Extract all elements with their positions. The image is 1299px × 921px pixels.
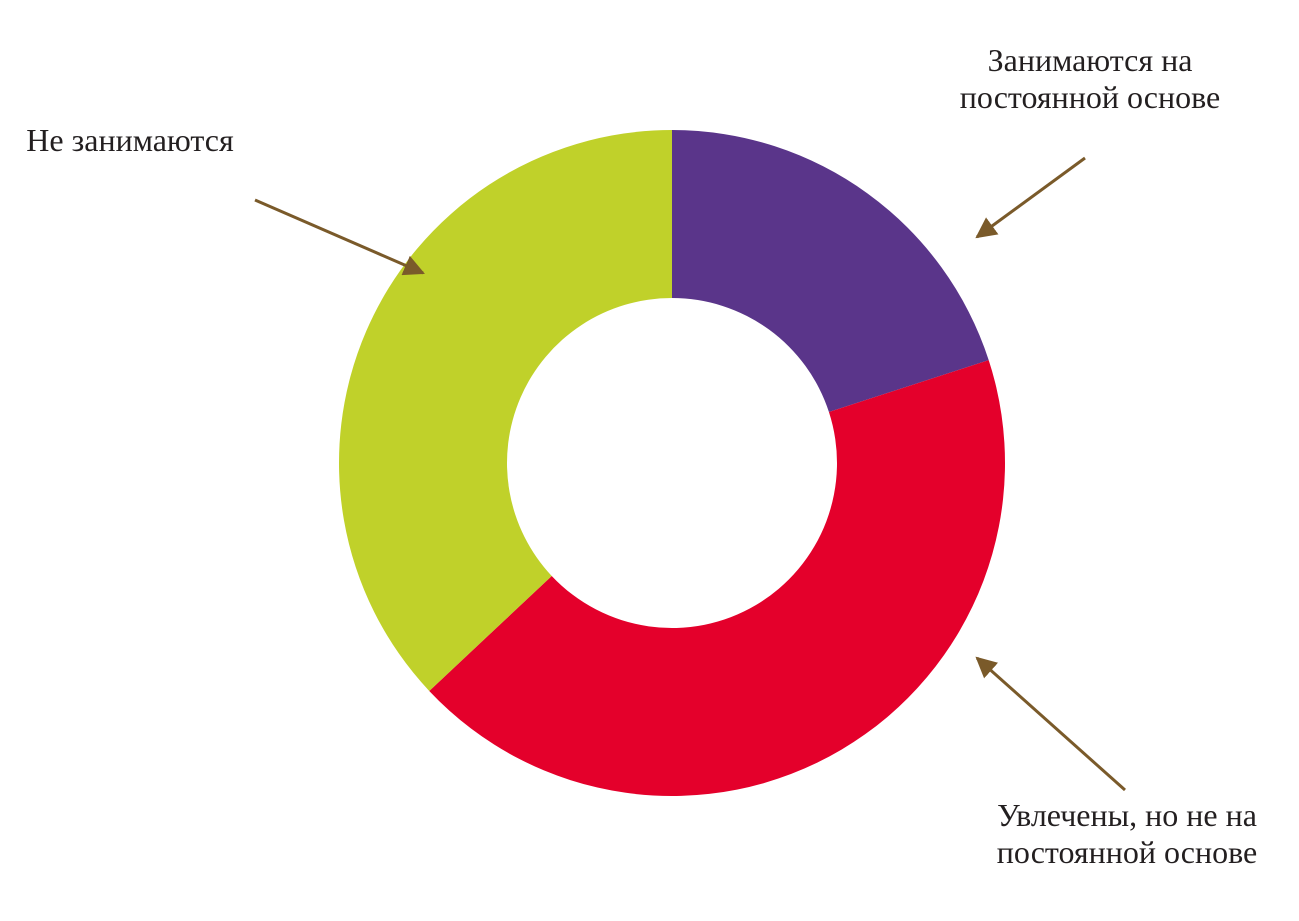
slice-label: Не занимаются [26, 122, 234, 158]
donut [338, 130, 1006, 797]
donut-slice [672, 130, 989, 413]
slice-label: Занимаются на постоянной основе [959, 42, 1221, 115]
arrow [975, 656, 1126, 792]
donut-slice [338, 130, 672, 691]
arrow [975, 156, 1086, 239]
slice-label: Увлечены, но не на постоянной основе [996, 797, 1258, 870]
donut-slice [429, 360, 1006, 797]
arrow [254, 198, 425, 276]
